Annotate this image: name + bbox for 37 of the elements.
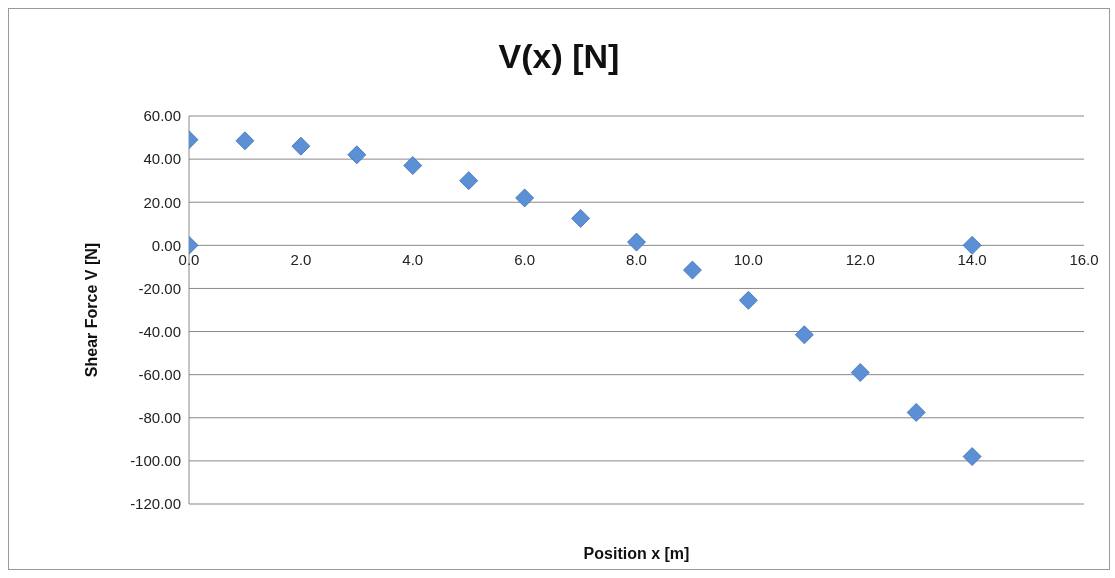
- point: [627, 232, 646, 252]
- x-tick-label: 8.0: [626, 251, 647, 269]
- x-tick-label: 16.0: [1069, 251, 1099, 269]
- point: [403, 156, 423, 175]
- y-tick-label: 40.00: [143, 150, 181, 168]
- y-tick-label: -40.00: [138, 322, 181, 340]
- point: [515, 188, 535, 208]
- point: [906, 402, 926, 422]
- y-tick-label: -80.00: [138, 409, 181, 427]
- point: [571, 208, 590, 228]
- point: [235, 131, 255, 151]
- x-tick-label: 4.0: [402, 251, 424, 269]
- point: [794, 325, 814, 345]
- point: [962, 447, 982, 466]
- point: [850, 363, 870, 382]
- y-tick-label: -120.00: [130, 495, 181, 513]
- x-tick-label: 10.0: [733, 251, 763, 269]
- point: [291, 136, 311, 156]
- x-tick-label: 12.0: [845, 251, 875, 269]
- x-tick-label: 14.0: [957, 251, 987, 269]
- point: [683, 260, 702, 280]
- chart-title: V(x) [N]: [497, 37, 621, 76]
- y-tick-label: 60.00: [143, 107, 181, 125]
- x-axis-title: Position x [m]: [583, 545, 690, 562]
- y-axis-title: Shear Force V [N]: [82, 242, 100, 378]
- point: [459, 171, 479, 191]
- x-tick-label: 0.0: [178, 251, 200, 269]
- y-tick-label: 20.00: [143, 193, 181, 211]
- y-tick-label: -100.00: [130, 452, 181, 470]
- y-tick-label: -60.00: [138, 365, 181, 383]
- point: [962, 235, 982, 255]
- point: [347, 145, 367, 165]
- y-tick-label: 0.00: [151, 236, 181, 254]
- x-tick-label: 2.0: [290, 251, 312, 269]
- x-tick-label: 6.0: [514, 251, 536, 269]
- point: [738, 290, 758, 310]
- y-tick-label: -20.00: [138, 279, 181, 297]
